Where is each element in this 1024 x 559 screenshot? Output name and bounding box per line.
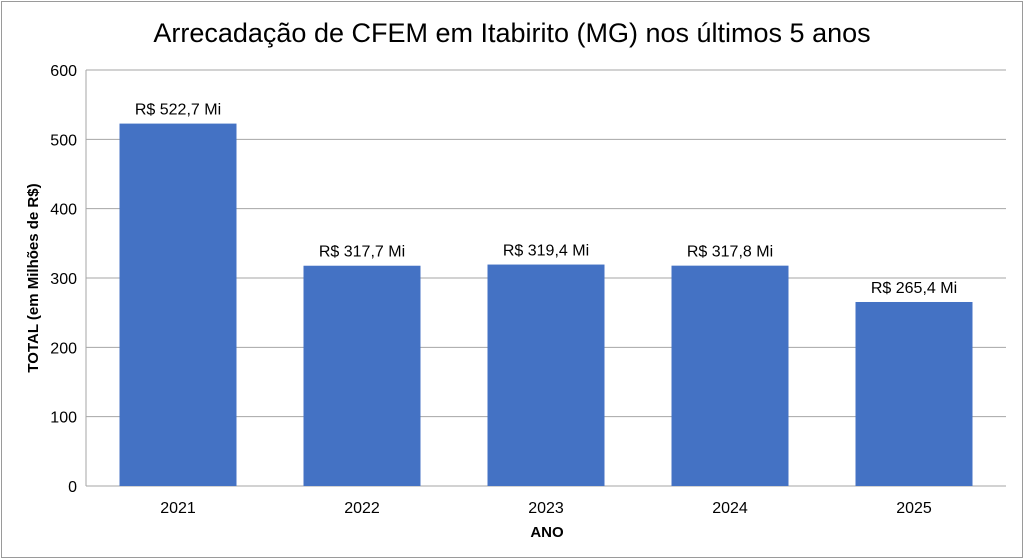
y-tick-label: 500 xyxy=(50,132,77,149)
y-tick-label: 300 xyxy=(50,271,77,288)
data-label: R$ 522,7 Mi xyxy=(135,102,221,119)
y-tick-label: 600 xyxy=(50,63,77,80)
data-label: R$ 319,4 Mi xyxy=(503,243,589,260)
x-tick-label: 2021 xyxy=(160,500,196,517)
data-label: R$ 265,4 Mi xyxy=(871,280,957,297)
y-tick-label: 100 xyxy=(50,410,77,427)
x-tick-label: 2022 xyxy=(344,500,380,517)
y-tick-label: 0 xyxy=(68,479,77,496)
x-axis-label: ANO xyxy=(530,524,564,541)
y-tick-label: 400 xyxy=(50,202,77,219)
x-tick-label: 2024 xyxy=(712,500,748,517)
bar-2024 xyxy=(671,265,789,486)
y-axis-label: TOTAL (em Milhões de R$) xyxy=(25,183,42,372)
x-tick-label: 2025 xyxy=(896,500,932,517)
bar-2025 xyxy=(855,301,973,486)
bar-2021 xyxy=(119,123,237,486)
chart-title: Arrecadação de CFEM em Itabirito (MG) no… xyxy=(153,18,870,48)
x-tick-label: 2023 xyxy=(528,500,564,517)
bar-2023 xyxy=(487,264,605,486)
y-tick-label: 200 xyxy=(50,340,77,357)
data-label: R$ 317,7 Mi xyxy=(319,244,405,261)
bar-2022 xyxy=(303,265,421,486)
data-label: R$ 317,8 Mi xyxy=(687,244,773,261)
